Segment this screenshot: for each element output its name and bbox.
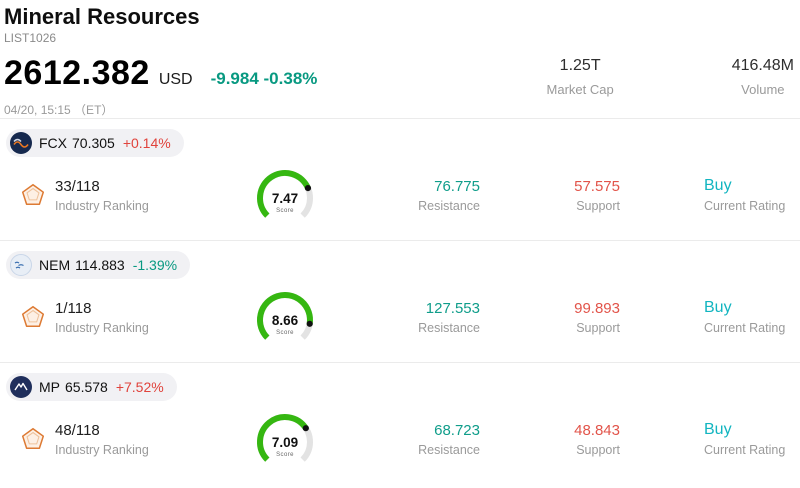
ticker-change: +0.14%	[122, 135, 171, 151]
support-block: 48.843 Support	[480, 422, 620, 457]
ticker-price: 70.305	[72, 135, 115, 151]
index-price: 2612.382	[4, 54, 150, 92]
resistance-label: Resistance	[418, 320, 480, 335]
industry-ranking-value: 33/118	[55, 177, 100, 195]
score-value: 8.66	[272, 313, 299, 328]
rating-value: Buy	[704, 299, 732, 316]
resistance-block: 76.775 Resistance	[360, 178, 480, 213]
resistance-value: 68.723	[434, 421, 480, 439]
score-gauge: 7.09 Score	[210, 409, 360, 469]
ticker-pill-nem[interactable]: NEM 114.883 -1.39%	[6, 251, 191, 279]
currency-label: USD	[158, 71, 193, 88]
pentagon-rank-icon	[20, 304, 46, 330]
resistance-label: Resistance	[418, 442, 480, 457]
divider	[0, 118, 800, 119]
ticker-symbol: FCX	[39, 135, 67, 151]
page-title: Mineral Resources	[4, 4, 200, 29]
quote-datetime: 04/20, 15:15 （ET）	[4, 103, 114, 117]
industry-ranking-block: 48/118 Industry Ranking	[20, 422, 210, 457]
rating-block: Buy Current Rating	[704, 299, 800, 335]
ticker-symbol: MP	[39, 379, 60, 395]
stock-section-nem: NEM 114.883 -1.39% 1/118 Industry Rankin…	[0, 240, 800, 362]
rating-value: Buy	[704, 177, 732, 194]
list-id: LIST1026	[4, 31, 57, 45]
resistance-block: 68.723 Resistance	[360, 422, 480, 457]
ticker-pill-fcx[interactable]: FCX 70.305 +0.14%	[6, 129, 184, 157]
volume-stat: 416.48M Volume	[732, 57, 794, 97]
market-cap-stat: 1.25T Market Cap	[547, 57, 614, 97]
industry-ranking-label: Industry Ranking	[55, 198, 149, 213]
rating-label: Current Rating	[704, 443, 786, 457]
score-value: 7.09	[272, 435, 298, 450]
mp-logo-icon	[10, 376, 32, 398]
page-header: Mineral Resources LIST1026 2612.382 USD …	[0, 0, 800, 118]
rating-label: Current Rating	[704, 199, 786, 213]
header-stats: 1.25T Market Cap 416.48M Volume	[547, 57, 800, 97]
rating-label: Current Rating	[704, 321, 786, 335]
index-change: -9.984 -0.38%	[210, 69, 318, 88]
stock-section-mp: MP 65.578 +7.52% 48/118 Industry Ranking…	[0, 362, 800, 484]
ticker-price: 65.578	[65, 379, 108, 395]
pentagon-rank-icon	[20, 182, 46, 208]
volume-label: Volume	[741, 82, 785, 97]
rating-value: Buy	[704, 421, 732, 438]
rating-block: Buy Current Rating	[704, 177, 800, 213]
support-block: 57.575 Support	[480, 178, 620, 213]
divider	[0, 240, 800, 241]
ticker-price: 114.883	[75, 257, 125, 273]
score-value: 7.47	[272, 191, 298, 206]
support-label: Support	[576, 320, 620, 335]
score-gauge: 7.47 Score	[210, 165, 360, 225]
industry-ranking-block: 33/118 Industry Ranking	[20, 178, 210, 213]
support-label: Support	[576, 198, 620, 213]
price-row: 2612.382 USD -9.984 -0.38% 1.25T Market …	[4, 54, 800, 97]
resistance-block: 127.553 Resistance	[360, 300, 480, 335]
score-gauge: 8.66 Score	[210, 287, 360, 347]
score-caption: Score	[276, 330, 294, 336]
industry-ranking-label: Industry Ranking	[55, 320, 149, 335]
resistance-label: Resistance	[418, 198, 480, 213]
market-cap-value: 1.25T	[559, 57, 601, 74]
industry-ranking-value: 1/118	[55, 299, 92, 317]
resistance-value: 76.775	[434, 177, 480, 195]
stock-row: 1/118 Industry Ranking 8.66 Score 127.55…	[0, 281, 800, 347]
stock-row: 33/118 Industry Ranking 7.47 Score 76.77…	[0, 159, 800, 225]
support-label: Support	[576, 442, 620, 457]
support-value: 48.843	[574, 421, 620, 439]
support-value: 57.575	[574, 177, 620, 195]
industry-ranking-block: 1/118 Industry Ranking	[20, 300, 210, 335]
market-cap-label: Market Cap	[546, 82, 614, 97]
industry-ranking-value: 48/118	[55, 421, 100, 439]
rating-block: Buy Current Rating	[704, 421, 800, 457]
support-value: 99.893	[574, 299, 620, 317]
divider	[0, 362, 800, 363]
volume-value: 416.48M	[731, 57, 794, 74]
pentagon-rank-icon	[20, 426, 46, 452]
ticker-symbol: NEM	[39, 257, 71, 273]
ticker-change: -1.39%	[132, 257, 178, 273]
ticker-change: +7.52%	[115, 379, 164, 395]
stock-section-fcx: FCX 70.305 +0.14% 33/118 Industry Rankin…	[0, 118, 800, 240]
score-caption: Score	[276, 208, 294, 214]
fcx-logo-icon	[10, 132, 32, 154]
resistance-value: 127.553	[425, 299, 480, 317]
ticker-pill-mp[interactable]: MP 65.578 +7.52%	[6, 373, 177, 401]
stock-row: 48/118 Industry Ranking 7.09 Score 68.72…	[0, 403, 800, 469]
industry-ranking-label: Industry Ranking	[55, 442, 149, 457]
support-block: 99.893 Support	[480, 300, 620, 335]
score-caption: Score	[276, 452, 294, 458]
nem-logo-icon	[10, 254, 32, 276]
